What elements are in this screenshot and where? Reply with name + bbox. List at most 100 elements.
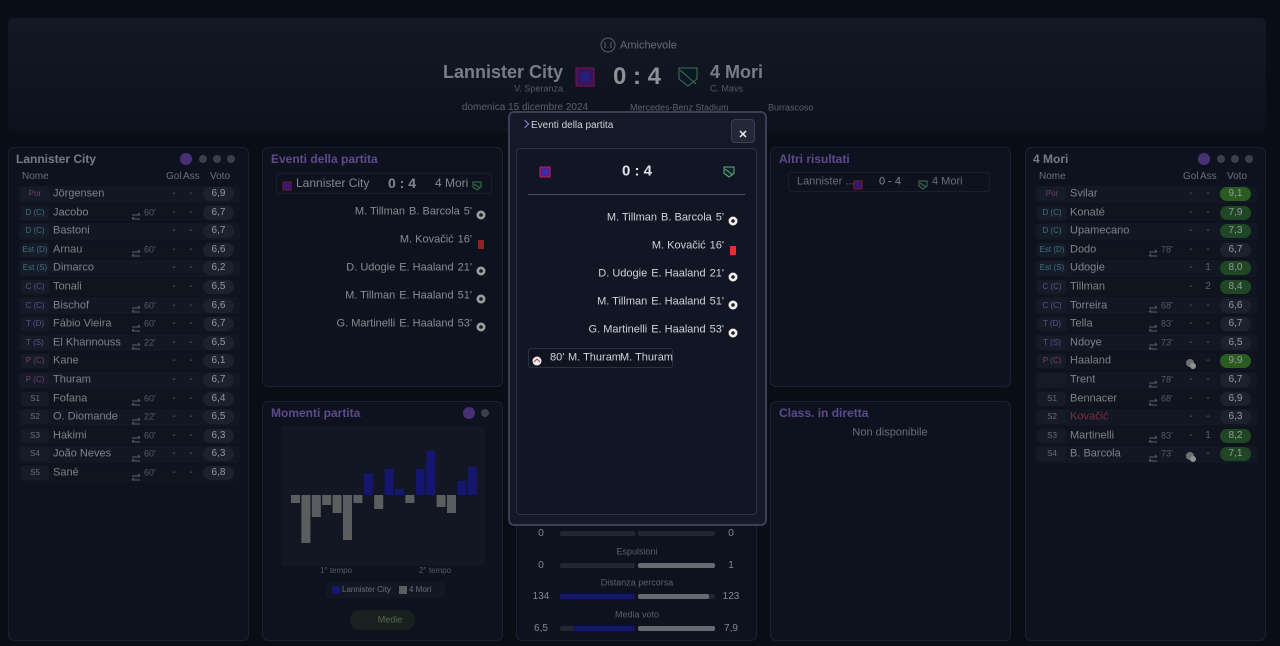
assists: -	[189, 188, 193, 199]
column-header: Ass	[183, 171, 200, 182]
icon-shape	[1189, 455, 1196, 462]
sub-minute: 60'	[144, 244, 156, 255]
player-name: Svilar	[1070, 187, 1098, 200]
position-badge	[21, 373, 49, 387]
goals: -	[1189, 243, 1193, 255]
player-name: Martinelli	[1070, 429, 1115, 442]
event-text: E. Haaland	[399, 261, 454, 274]
icon-shape	[1189, 362, 1196, 369]
position-badge	[1038, 224, 1066, 239]
icon-shape	[131, 417, 141, 425]
position-badge	[1038, 261, 1066, 276]
momentum-bar	[415, 469, 425, 495]
momentum-svg	[291, 451, 477, 543]
sub-minute: 60'	[144, 393, 156, 404]
rating-badge	[1220, 298, 1251, 313]
rating-badge	[203, 261, 234, 276]
rating-badge	[1220, 335, 1251, 350]
other-results-panel	[770, 147, 1011, 387]
column-header: Voto	[210, 171, 231, 182]
position: P (C)	[25, 375, 45, 384]
icon-shape	[131, 324, 141, 332]
icon-shape	[1185, 451, 1196, 462]
assists: -	[189, 392, 193, 404]
icon-shape	[131, 305, 141, 313]
icon-shape	[919, 182, 927, 188]
rating: 6,4	[211, 392, 226, 404]
sub-icon	[131, 413, 141, 425]
position-badge	[1038, 187, 1066, 201]
event-text: E. Haaland	[399, 317, 454, 330]
rating: 6,2	[211, 262, 226, 274]
sub-icon	[131, 320, 141, 332]
home-team: Lannister City	[442, 62, 563, 82]
row-bg	[1035, 259, 1257, 277]
rating-badge	[203, 317, 234, 332]
stat-away: 7,9	[724, 622, 738, 634]
assists: -	[189, 374, 193, 385]
sub-minute: 73'	[1161, 448, 1173, 459]
modal-inner	[516, 148, 757, 515]
player-name: Trent	[1070, 373, 1096, 386]
away-crest	[472, 178, 482, 191]
live-table-panel	[770, 401, 1011, 641]
goals: -	[172, 225, 176, 237]
position: S1	[1047, 393, 1057, 403]
home-crest	[853, 177, 863, 190]
rating: 9,9	[1228, 355, 1243, 367]
player-name: Fofana	[53, 392, 88, 405]
column-header: Ass	[1200, 171, 1217, 182]
player-name: Bennacer	[1070, 392, 1118, 405]
rating-badge	[203, 335, 234, 350]
momentum-bar	[395, 489, 404, 495]
position-badge	[21, 428, 49, 443]
average-button[interactable]	[350, 610, 415, 630]
position-badge	[1038, 317, 1066, 332]
sub-icon	[131, 245, 141, 257]
icon-shape	[1148, 398, 1158, 406]
rating-badge	[1220, 410, 1251, 425]
rating: 6,5	[211, 411, 226, 423]
rating-badge	[203, 410, 234, 425]
row-bg	[18, 352, 240, 370]
momentum-bar	[291, 495, 300, 503]
rating: 8,0	[1228, 262, 1243, 274]
rating: 6,7	[211, 206, 226, 218]
score: 0 : 4	[621, 162, 653, 180]
position: Est (D)	[22, 244, 48, 254]
goals: -	[172, 355, 176, 367]
icon-shape	[131, 473, 141, 480]
icon-shape	[131, 417, 141, 425]
row-bg	[18, 297, 240, 315]
close-icon	[738, 126, 748, 138]
icon-shape	[131, 435, 141, 443]
goals: -	[172, 281, 176, 292]
position-badge	[1038, 280, 1066, 294]
stat-bar	[573, 625, 635, 631]
icon-shape	[1148, 342, 1158, 350]
rating: 6,5	[1228, 336, 1243, 348]
assists: -	[189, 299, 193, 311]
assists: -	[1206, 299, 1210, 311]
rating-badge	[1220, 354, 1251, 369]
legend-label: 4 Mori	[409, 585, 432, 594]
icon-shape	[1148, 324, 1158, 332]
icon-shape	[731, 303, 735, 307]
momentum-bar	[467, 467, 477, 495]
sub-pill	[528, 348, 673, 368]
position: T (S)	[26, 337, 44, 347]
result-score: 0 - 4	[878, 175, 902, 188]
icon-shape	[853, 180, 863, 190]
position-badge	[1038, 298, 1066, 313]
event-text: M. Thuram	[620, 351, 673, 364]
rating: 6,3	[211, 429, 226, 441]
icon-shape	[1148, 435, 1158, 443]
assists: -	[189, 243, 193, 255]
close-button[interactable]	[731, 119, 755, 143]
momentum-bar	[311, 495, 321, 517]
player-name: Bastoni	[53, 224, 90, 237]
event-text: E. Haaland	[651, 323, 706, 336]
row-bg	[1035, 390, 1257, 408]
row-bg	[18, 185, 240, 203]
player-name: Tonali	[53, 280, 82, 293]
